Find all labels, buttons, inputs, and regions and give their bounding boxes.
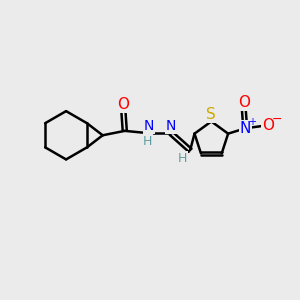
Text: N: N: [239, 121, 251, 136]
Text: O: O: [262, 118, 274, 133]
Text: H: H: [143, 135, 152, 148]
Text: H: H: [178, 152, 188, 165]
Text: O: O: [117, 97, 129, 112]
Text: +: +: [248, 117, 256, 127]
Text: N: N: [144, 119, 154, 133]
Text: −: −: [272, 112, 282, 125]
Text: O: O: [238, 95, 250, 110]
Text: N: N: [166, 119, 176, 133]
Text: S: S: [206, 107, 216, 122]
